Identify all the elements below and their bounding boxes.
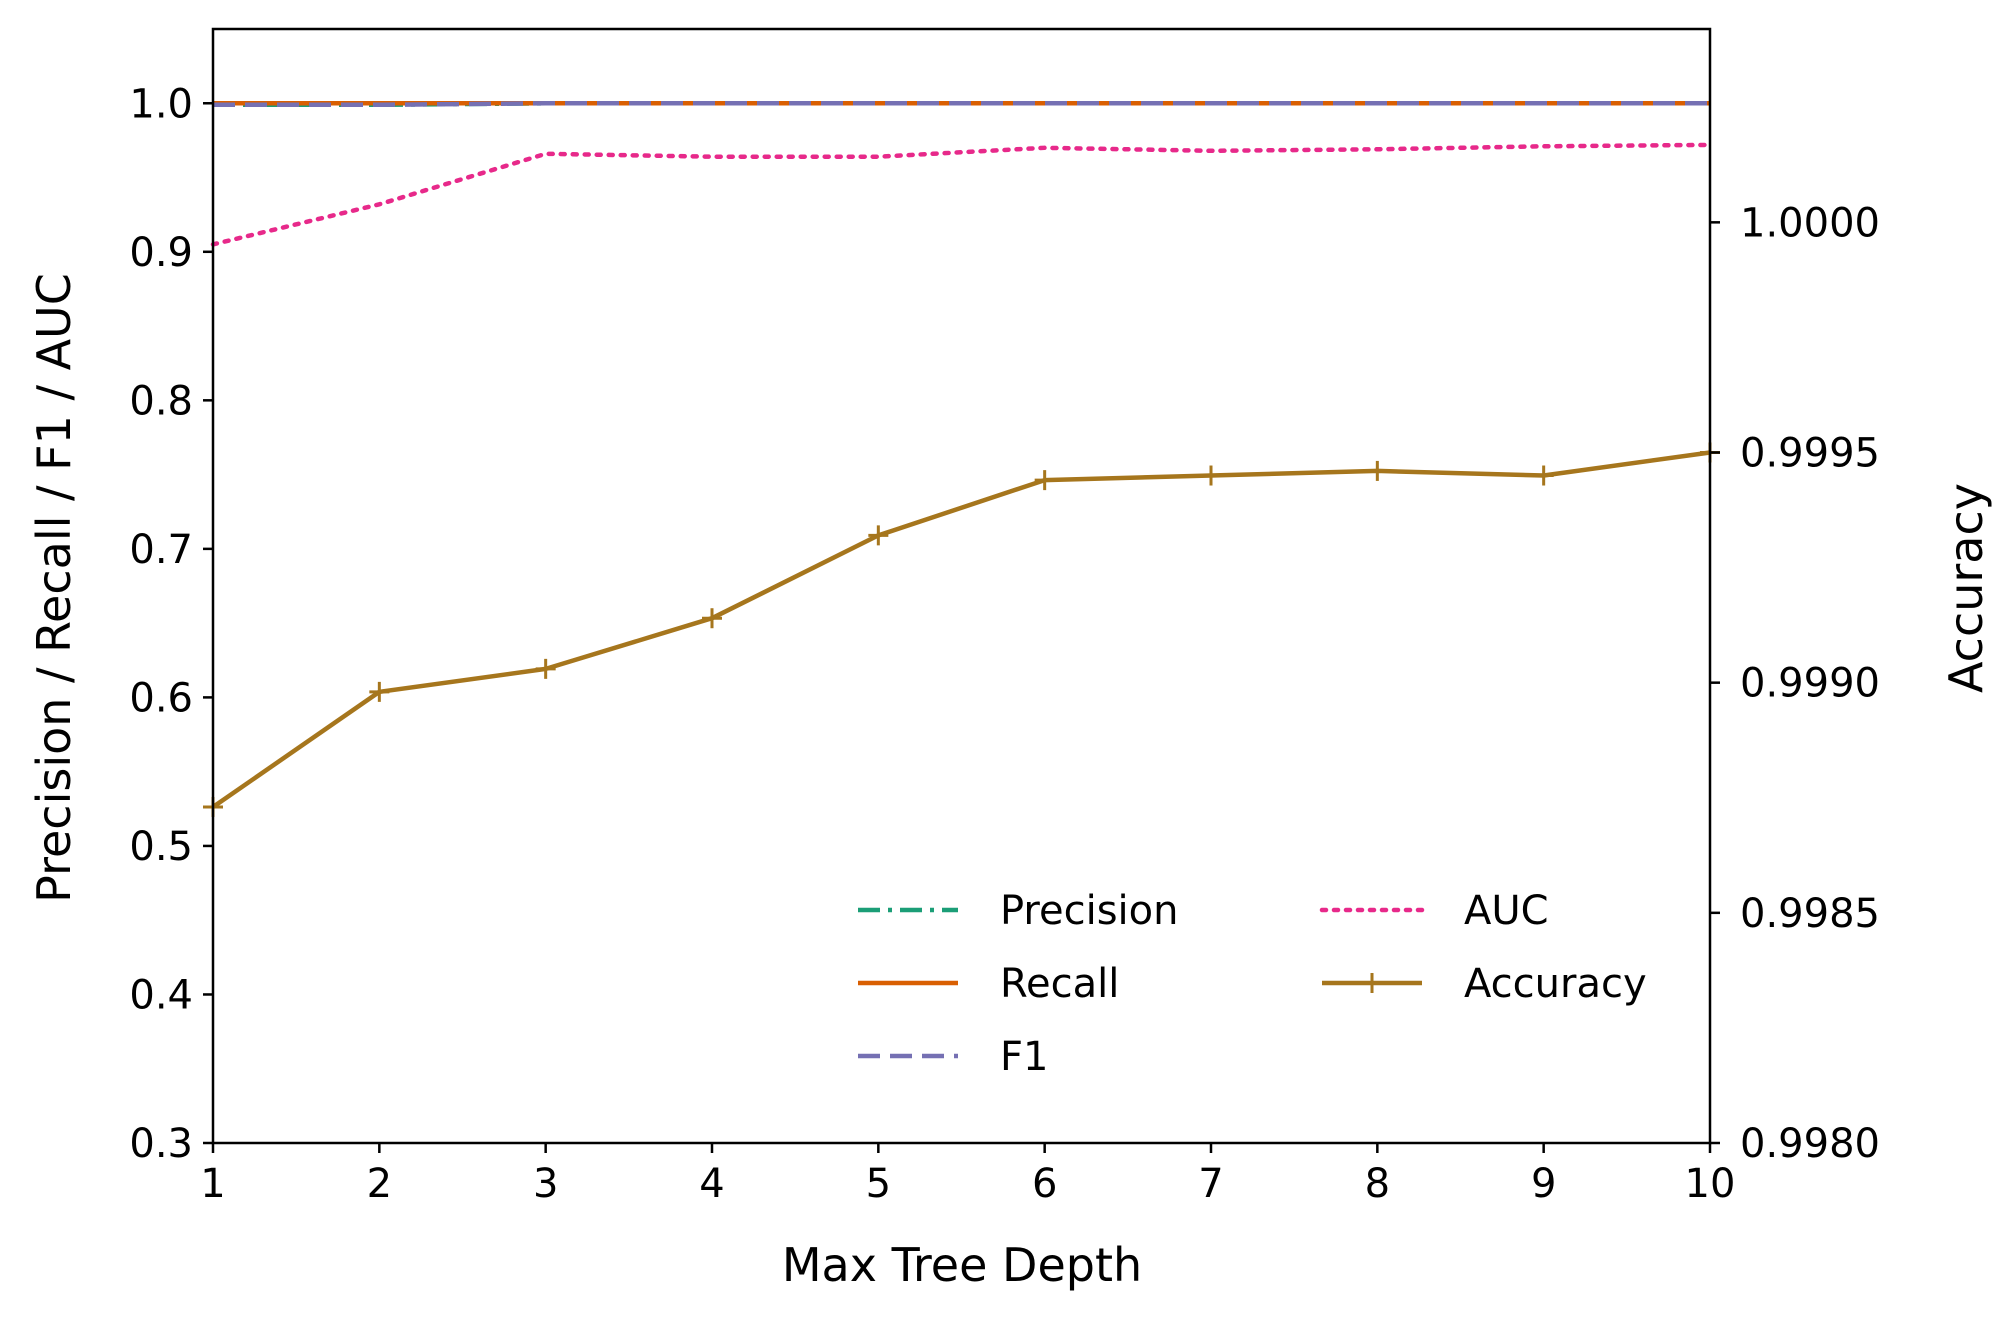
data-point-accuracy: [535, 658, 556, 679]
y-tick-label-right: 0.9990: [1740, 661, 1880, 707]
data-point-accuracy: [369, 681, 390, 702]
x-tick-label: 2: [367, 1161, 392, 1207]
plot-marks: [203, 101, 1720, 817]
data-point-accuracy: [868, 525, 889, 546]
x-axis-label: Max Tree Depth: [782, 1238, 1142, 1292]
y-tick-label-left: 0.9: [129, 230, 193, 276]
plot-frame: [211, 27, 1712, 1145]
legend-item-precision: Precision: [858, 888, 1178, 934]
y-tick-label-right: 0.9995: [1740, 431, 1880, 477]
data-point-accuracy: [1201, 465, 1221, 486]
x-tick-label: 5: [866, 1161, 891, 1207]
data-point-accuracy: [1034, 470, 1055, 491]
x-tick-label: 8: [1365, 1161, 1390, 1207]
y-tick-label-right: 0.9980: [1740, 1121, 1880, 1167]
y-tick-label-left: 0.6: [129, 675, 193, 721]
x-tick-label: 10: [1685, 1161, 1736, 1207]
legend-label-recall: Recall: [1000, 961, 1119, 1007]
x-tick-label: 4: [699, 1161, 724, 1207]
y-tick-label-right: 0.9985: [1740, 891, 1880, 937]
series-line-f1: [213, 101, 1710, 108]
y-tick-label-left: 0.3: [129, 1121, 193, 1167]
legend-label-accuracy: Accuracy: [1464, 961, 1647, 1007]
y-tick-label-right: 1.0000: [1740, 200, 1880, 246]
legend-label-precision: Precision: [1000, 888, 1178, 934]
y-tick-label-left: 0.8: [129, 378, 193, 424]
y-tick-label-left: 0.5: [129, 824, 193, 870]
legend: Precision Recall F1 AUC Accuracy: [858, 888, 1647, 1080]
y-axis-label-right: Accuracy: [1939, 483, 1993, 693]
legend-label-auc: AUC: [1464, 888, 1549, 934]
legend-item-auc: AUC: [1319, 888, 1549, 934]
y-axis-label-left: Precision / Recall / F1 / AUC: [27, 273, 81, 903]
data-point-accuracy: [702, 608, 722, 629]
series-line-auc: [210, 142, 1713, 247]
x-tick-label: 6: [1032, 1161, 1057, 1207]
y-tick-label-left: 0.7: [129, 527, 193, 573]
y-tick-label-left: 0.4: [129, 972, 193, 1018]
x-tick-label: 3: [533, 1161, 558, 1207]
data-point-accuracy: [1367, 460, 1388, 481]
data-point-accuracy: [1533, 465, 1554, 486]
y-tick-label-left: 1.0: [129, 81, 193, 127]
axes: 1 2 3 4 5 6 7 8 9 10 0.3 0.4 0.5 0.6 0.7 0.8 0.9 1.0 0.998…: [129, 27, 1880, 1207]
x-tick-label: 9: [1531, 1161, 1556, 1207]
legend-item-f1: F1: [858, 1034, 1048, 1080]
x-tick-label: 7: [1198, 1161, 1223, 1207]
legend-item-accuracy: Accuracy: [1322, 961, 1647, 1007]
legend-label-f1: F1: [1000, 1034, 1048, 1080]
x-tick-label: 1: [200, 1161, 225, 1207]
series-line-accuracy: [211, 450, 1711, 809]
legend-item-recall: Recall: [858, 961, 1119, 1007]
